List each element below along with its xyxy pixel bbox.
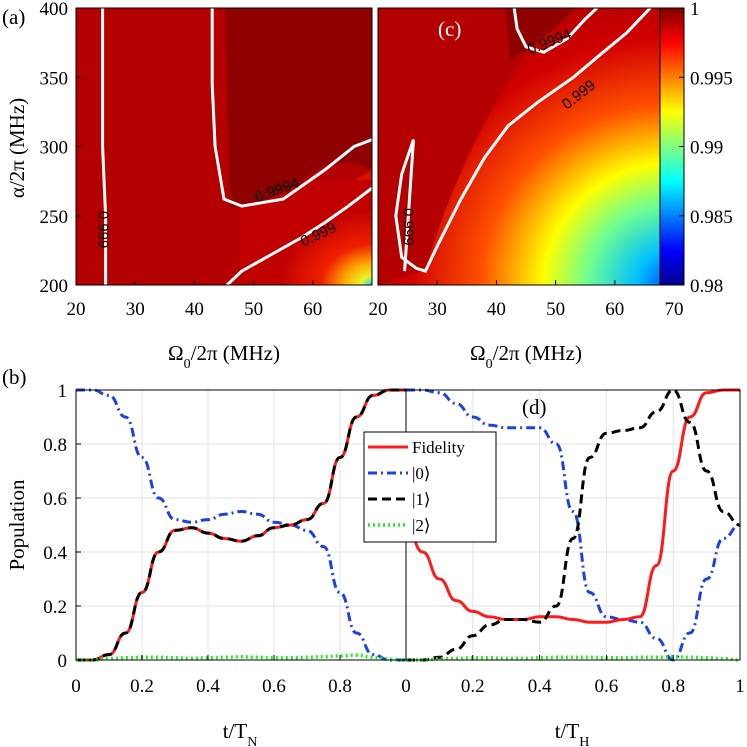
xtick-label-d: 1 — [735, 676, 745, 697]
ytick-label-b: 1 — [58, 381, 68, 402]
xtick-label-a: 40 — [185, 299, 204, 320]
colorbar-tick-label: 1 — [690, 0, 700, 20]
xtick-label-d: 0.4 — [528, 676, 552, 697]
legend-label-state2: |2⟩ — [412, 516, 431, 535]
contour-label-a-0: 0.999 — [95, 211, 112, 249]
panel-label-b: (b) — [2, 365, 27, 389]
axes-bg-b — [76, 390, 406, 660]
legend-label-state1: |1⟩ — [412, 490, 431, 509]
ytick-label-a: 200 — [40, 276, 69, 297]
colorbar-tick-label: 0.985 — [690, 207, 733, 228]
xtick-label-c: 30 — [428, 299, 447, 320]
xlabel-a: Ω0/2π (MHz) — [168, 341, 280, 372]
xtick-label-c: 20 — [369, 299, 388, 320]
xtick-label-a: 20 — [67, 299, 86, 320]
contour-line-a-1 — [210, 8, 372, 208]
xtick-label-c: 40 — [487, 299, 506, 320]
xtick-label-d: 0.2 — [461, 676, 485, 697]
series-line-d-Fidelity — [405, 388, 740, 624]
series-line-d-|0⟩ — [406, 388, 741, 662]
contour-label-c-0: 0.999 — [400, 208, 417, 246]
ytick-label-a: 400 — [40, 0, 69, 20]
contour-line-c-0 — [394, 8, 652, 273]
xtick-label-c: 70 — [665, 299, 684, 320]
ylabel-a: α/2π (MHz) — [5, 98, 29, 198]
xtick-label-a: 50 — [244, 299, 263, 320]
panel-label-d: (d) — [522, 395, 547, 419]
series-line-d-|1⟩ — [406, 388, 741, 662]
ytick-label-a: 350 — [40, 68, 69, 89]
xlabel-c: Ω0/2π (MHz) — [470, 341, 582, 372]
legend-label-state0: |0⟩ — [412, 464, 431, 483]
xtick-label-b: 0.4 — [196, 676, 220, 697]
series-line-b-|1⟩ — [76, 388, 406, 662]
legend-box — [363, 431, 497, 543]
xtick-label-b: 0 — [71, 676, 81, 697]
ytick-label-a: 300 — [40, 138, 69, 159]
xtick-label-b: 0.6 — [262, 676, 286, 697]
xtick-label-a: 30 — [126, 299, 145, 320]
line-panel-b: 0 0.2 0.4 0.6 0.8 0 0.2 0.4 0.6 0.8 1 — [43, 381, 407, 697]
contour-line-c-1 — [512, 8, 599, 54]
ytick-label-b: 0.4 — [43, 543, 67, 564]
xtick-label-b: 0.8 — [328, 676, 352, 697]
ytick-label-b: 0.8 — [43, 435, 67, 456]
xtick-label-a: 60 — [303, 299, 322, 320]
colorbar-tick-label: 0.995 — [690, 68, 733, 89]
xtick-label-d: 0 — [401, 676, 411, 697]
legend: Fidelity |0⟩ |1⟩ |2⟩ — [363, 431, 497, 543]
contour-line-a-2 — [225, 186, 372, 285]
xtick-label-d: 0.6 — [595, 676, 619, 697]
xlabel-b: t/TN — [223, 719, 258, 747]
ytick-label-a: 250 — [40, 207, 69, 228]
contour-line-a-0 — [101, 8, 108, 285]
colorbar: 0.98 0.985 0.99 0.995 1 — [659, 0, 733, 297]
heatmap-c-region-high — [505, 8, 575, 60]
xtick-label-c: 60 — [605, 299, 624, 320]
xlabel-d: t/TH — [555, 719, 590, 747]
heatmap-c-region-mid — [378, 8, 560, 285]
series-line-d-|2⟩ — [406, 655, 741, 662]
ylabel-b: Population — [5, 479, 29, 571]
ytick-label-b: 0 — [58, 651, 68, 672]
heatmap-a-region-high — [225, 8, 372, 208]
series-line-b-|2⟩ — [76, 653, 407, 662]
panel-label-c: (c) — [438, 17, 461, 41]
colorbar-tick-label: 0.98 — [690, 276, 723, 297]
ytick-label-b: 0.2 — [43, 597, 67, 618]
series-line-b-|0⟩ — [76, 388, 406, 662]
colorbar-tick-label: 0.99 — [690, 138, 723, 159]
ytick-label-b: 0.6 — [43, 489, 67, 510]
legend-label-fidelity: Fidelity — [412, 438, 465, 457]
xtick-label-c: 50 — [546, 299, 565, 320]
xtick-label-d: 0.8 — [661, 676, 685, 697]
panel-label-a: (a) — [2, 5, 25, 29]
xtick-label-b: 0.2 — [130, 676, 154, 697]
